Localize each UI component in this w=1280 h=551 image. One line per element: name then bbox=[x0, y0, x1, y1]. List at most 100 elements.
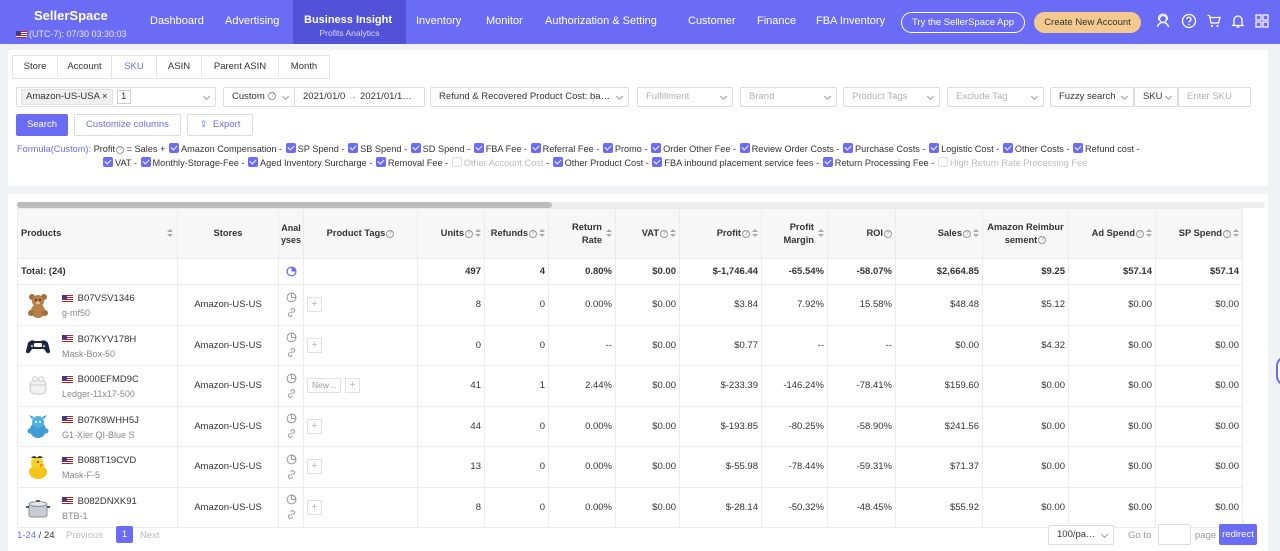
date-range-picker[interactable]: 2021/01/0 → 2021/01/1… bbox=[294, 87, 425, 107]
sort-icon[interactable] bbox=[1233, 229, 1239, 238]
product-asin[interactable]: B07VSV1346 bbox=[62, 293, 135, 304]
nav-business-insight[interactable]: Business Insight Profits Analytics bbox=[293, 0, 406, 44]
nav-finance[interactable]: Finance bbox=[757, 15, 797, 27]
store-chip[interactable]: Amazon-US-USA × bbox=[21, 89, 113, 105]
product-asin[interactable]: B082DNXK91 bbox=[62, 496, 137, 507]
formula-checkbox[interactable] bbox=[451, 157, 462, 167]
formula-item-other-costs[interactable]: Other Costs bbox=[1002, 143, 1064, 154]
formula-checkbox[interactable] bbox=[410, 143, 421, 153]
formula-checkbox[interactable] bbox=[530, 143, 541, 153]
formula-item-fba-fee[interactable]: FBA Fee bbox=[473, 143, 521, 154]
col-products[interactable]: Products bbox=[17, 208, 178, 259]
formula-item-review-order-costs[interactable]: Review Order Costs bbox=[739, 143, 834, 154]
tab-month[interactable]: Month bbox=[278, 55, 330, 79]
next-page-button[interactable]: Next bbox=[140, 530, 160, 541]
tab-account[interactable]: Account bbox=[57, 55, 112, 79]
link-icon[interactable] bbox=[286, 347, 297, 358]
product-image[interactable] bbox=[24, 332, 52, 360]
formula-item-other-account-cost[interactable]: Other Account Cost bbox=[451, 157, 543, 168]
product-image[interactable] bbox=[24, 494, 52, 522]
search-mode-select[interactable]: Fuzzy search bbox=[1050, 87, 1134, 107]
sort-icon[interactable] bbox=[167, 229, 173, 238]
formula-item-order-other-fee[interactable]: Order Other Fee bbox=[650, 143, 730, 154]
pie-chart-icon[interactable] bbox=[285, 266, 297, 277]
product-asin[interactable]: B000EFMD9C bbox=[62, 374, 139, 385]
add-tag-icon[interactable]: + bbox=[307, 459, 322, 475]
sort-icon[interactable] bbox=[606, 229, 612, 238]
pie-chart-icon[interactable] bbox=[286, 332, 297, 343]
col-units[interactable]: Units? bbox=[417, 208, 485, 259]
nav-advertising[interactable]: Advertising bbox=[225, 15, 280, 27]
bell-icon[interactable] bbox=[1230, 13, 1246, 29]
export-button[interactable]: ⇪ Export bbox=[187, 114, 253, 136]
link-icon[interactable] bbox=[286, 428, 297, 439]
analysis-cell[interactable] bbox=[278, 405, 304, 447]
formula-checkbox[interactable] bbox=[843, 143, 854, 153]
link-icon[interactable] bbox=[286, 469, 297, 480]
formula-item-sd-spend[interactable]: SD Spend bbox=[410, 143, 465, 154]
table-row[interactable]: B07K8WHH5J G1-Xier QI-Blue S Amazon-US-US +… bbox=[17, 405, 1243, 447]
horizontal-scrollbar[interactable] bbox=[17, 202, 1265, 208]
nav-inventory[interactable]: Inventory bbox=[416, 15, 462, 27]
product-tags-cell[interactable]: + bbox=[303, 324, 418, 366]
sort-icon[interactable] bbox=[670, 229, 676, 238]
formula-checkbox[interactable] bbox=[248, 157, 258, 167]
product-cell[interactable]: B082DNXK91 BTB-1 bbox=[17, 486, 178, 528]
col-profit[interactable]: Profit? bbox=[679, 208, 762, 259]
tab-asin[interactable]: ASIN bbox=[156, 55, 202, 79]
product-tags-cell[interactable]: + bbox=[303, 446, 418, 488]
formula-checkbox[interactable] bbox=[652, 157, 663, 167]
formula-checkbox[interactable] bbox=[169, 143, 179, 153]
formula-checkbox[interactable] bbox=[285, 143, 296, 153]
redirect-button[interactable]: redirect bbox=[1219, 524, 1257, 545]
brand-select[interactable]: Brand bbox=[740, 87, 837, 107]
cost-mode-select[interactable]: Refund & Recovered Product Cost: ba… bbox=[430, 87, 629, 107]
col-return-rate[interactable]: Return Rate bbox=[548, 208, 616, 259]
formula-item-refund-cost[interactable]: Refund cost bbox=[1072, 143, 1134, 154]
add-tag-icon[interactable]: + bbox=[307, 418, 322, 434]
formula-item-vat[interactable]: VAT bbox=[102, 157, 131, 168]
total-analysis[interactable] bbox=[278, 258, 304, 285]
table-row[interactable]: B088T19CVD Mask-F-5 Amazon-US-US +13 0 0.00% $… bbox=[17, 446, 1243, 488]
pie-chart-icon[interactable] bbox=[286, 454, 297, 465]
analysis-cell[interactable] bbox=[278, 365, 304, 407]
formula-checkbox[interactable] bbox=[140, 157, 151, 167]
fulfillment-select[interactable]: Fulfillment bbox=[637, 87, 733, 107]
formula-item-fba-inbound-placement-service-fees[interactable]: FBA inbound placement service fees bbox=[651, 157, 814, 168]
grid-icon[interactable] bbox=[1254, 13, 1270, 29]
add-tag-icon[interactable]: + bbox=[307, 337, 322, 353]
formula-item-return-processing-fee[interactable]: Return Processing Fee bbox=[822, 157, 929, 168]
product-tags-cell[interactable]: + bbox=[303, 284, 418, 326]
add-tag-icon[interactable]: + bbox=[307, 297, 322, 313]
col-sp-spend[interactable]: SP Spend? bbox=[1155, 208, 1243, 259]
previous-page-button[interactable]: Previous bbox=[66, 530, 103, 541]
table-row[interactable]: B082DNXK91 BTB-1 Amazon-US-US +8 0 0.00% $0.00… bbox=[17, 486, 1243, 528]
help-icon[interactable] bbox=[1181, 13, 1197, 29]
search-button[interactable]: Search bbox=[16, 114, 68, 136]
product-cell[interactable]: B088T19CVD Mask-F-5 bbox=[17, 446, 178, 488]
customize-columns-button[interactable]: Customize columns bbox=[74, 114, 181, 136]
add-tag-icon[interactable]: + bbox=[307, 499, 322, 515]
sort-icon[interactable] bbox=[539, 229, 545, 238]
search-field-select[interactable]: SKU bbox=[1134, 87, 1178, 107]
col-ad-spend[interactable]: Ad Spend? bbox=[1068, 208, 1156, 259]
user-service-icon[interactable] bbox=[1155, 13, 1171, 29]
current-page-button[interactable]: 1 bbox=[116, 526, 133, 543]
col-profit-margin[interactable]: Profit Margin bbox=[761, 208, 828, 259]
analysis-cell[interactable] bbox=[278, 284, 304, 326]
brand-logo[interactable]: SellerSpace bbox=[34, 8, 108, 23]
formula-checkbox[interactable] bbox=[1002, 143, 1013, 153]
sort-icon[interactable] bbox=[1146, 229, 1152, 238]
formula-checkbox[interactable] bbox=[937, 157, 948, 167]
page-size-select[interactable]: 100/pa… bbox=[1048, 525, 1114, 545]
product-tags-cell[interactable]: New .. + bbox=[303, 365, 418, 407]
nav-monitor[interactable]: Monitor bbox=[486, 15, 523, 27]
formula-checkbox[interactable] bbox=[473, 143, 484, 153]
tab-store[interactable]: Store bbox=[12, 55, 58, 79]
formula-checkbox[interactable] bbox=[375, 157, 386, 167]
formula-item-aged-inventory-surcharge[interactable]: Aged Inventory Surcharge bbox=[247, 157, 367, 168]
product-image[interactable] bbox=[24, 453, 52, 481]
sort-icon[interactable] bbox=[475, 229, 481, 238]
tab-sku[interactable]: SKU bbox=[111, 55, 157, 79]
col-refunds[interactable]: Refunds? bbox=[484, 208, 549, 259]
